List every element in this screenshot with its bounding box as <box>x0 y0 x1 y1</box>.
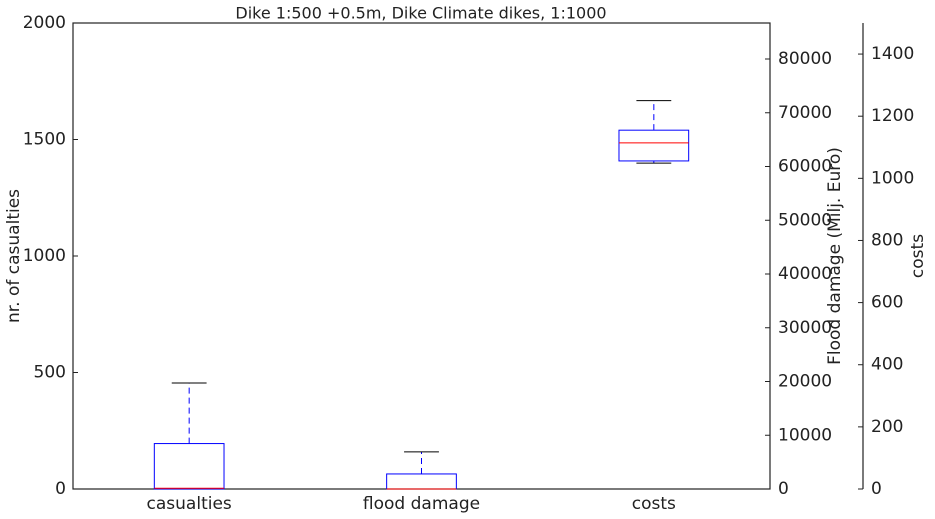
y2-tick-label: 0 <box>778 479 789 499</box>
y2-tick-label: 50000 <box>778 210 832 230</box>
y3-tick-label: 0 <box>871 479 882 499</box>
y2-tick-label: 60000 <box>778 157 832 177</box>
x-tick-label: costs <box>632 494 676 514</box>
x-tick-label: flood damage <box>363 494 480 514</box>
y-tick-label: 0 <box>55 479 66 499</box>
y2-tick-label: 20000 <box>778 372 832 392</box>
y-tick-label: 1500 <box>23 130 66 150</box>
y2-tick-label: 30000 <box>778 318 832 338</box>
chart-title: Dike 1:500 +0.5m, Dike Climate dikes, 1:… <box>235 4 606 23</box>
x-tick-label: casualties <box>147 494 232 514</box>
box <box>386 473 457 490</box>
y-tick-label: 2000 <box>23 13 66 33</box>
y3-tick-label: 600 <box>871 293 903 313</box>
y3-axis-label: costs <box>908 234 928 278</box>
y2-tick-label: 10000 <box>778 425 832 445</box>
y2-tick-label: 40000 <box>778 264 832 284</box>
y3-tick-label: 200 <box>871 417 903 437</box>
y2-axis-label: Flood damage (Milj. Euro) <box>825 147 845 365</box>
plot-frame <box>72 22 771 490</box>
y2-tick-label: 70000 <box>778 103 832 123</box>
y3-tick-label: 1000 <box>871 168 914 188</box>
y-axis-label: nr. of casualties <box>4 189 24 323</box>
y3-tick-label: 1200 <box>871 106 914 126</box>
y3-tick-label: 400 <box>871 355 903 375</box>
y3-tick-label: 800 <box>871 230 903 250</box>
box <box>153 443 225 490</box>
y-tick-label: 1000 <box>23 246 66 266</box>
y2-tick-label: 80000 <box>778 49 832 69</box>
y3-tick-label: 1400 <box>871 44 914 64</box>
y-tick-label: 500 <box>34 363 66 383</box>
box <box>618 129 690 162</box>
